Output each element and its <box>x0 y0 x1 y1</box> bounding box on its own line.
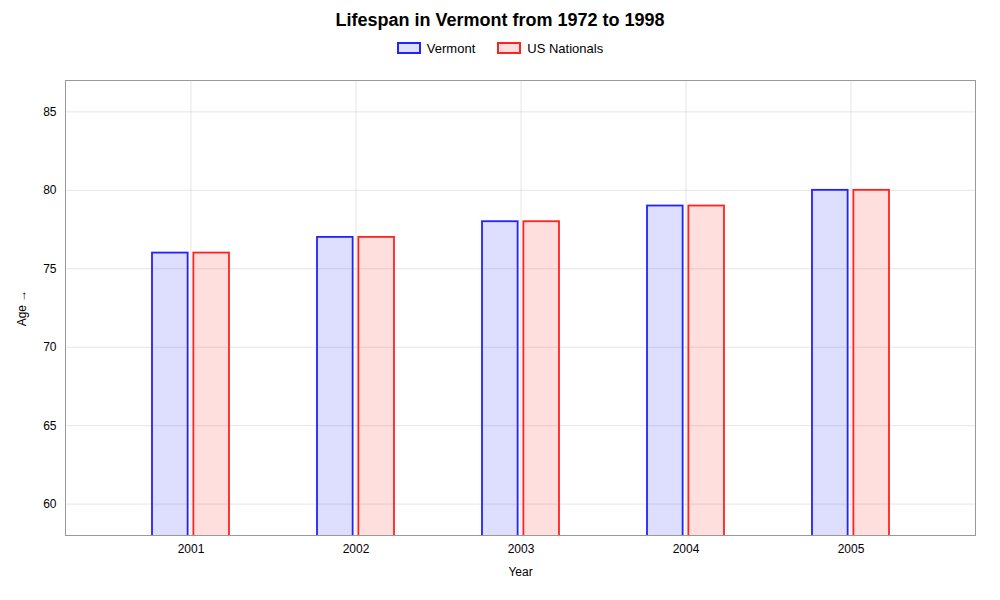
svg-text:80: 80 <box>43 183 57 197</box>
svg-text:85: 85 <box>43 105 57 119</box>
svg-text:65: 65 <box>43 419 57 433</box>
svg-text:Year: Year <box>508 565 532 579</box>
html-text:Vermont: Vermont <box>426 40 476 56</box>
svg-text:2001: 2001 <box>178 542 205 556</box>
svg-text:Age →: Age → <box>15 290 29 327</box>
svg-text:75: 75 <box>43 262 57 276</box>
svg-text:2003: 2003 <box>508 542 535 556</box>
svg-text:2002: 2002 <box>343 542 370 556</box>
html-text:US Nationals: US Nationals <box>527 40 604 56</box>
svg-text:2004: 2004 <box>673 542 700 556</box>
svg-text:60: 60 <box>43 497 57 511</box>
html-text:Lifespan in Vermont from 1972: Lifespan in Vermont from 1972 to 1998 <box>335 10 665 30</box>
svg-text:2005: 2005 <box>838 542 865 556</box>
svg-text:70: 70 <box>43 340 57 354</box>
